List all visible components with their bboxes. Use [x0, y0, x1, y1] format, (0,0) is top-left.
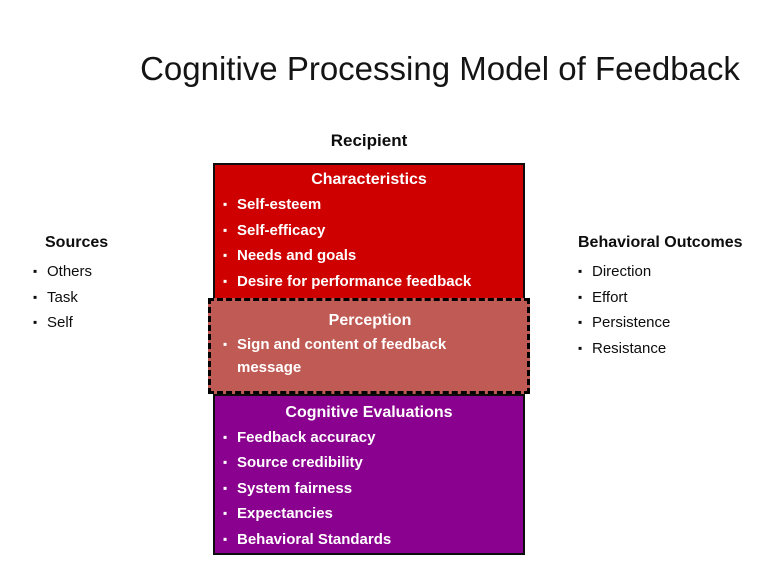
- bullet-square-icon: ▪: [223, 480, 228, 495]
- list-item: ▪ Persistence: [578, 310, 743, 336]
- list-item-label: System fairness: [237, 479, 353, 497]
- list-item: ▪ Feedback accuracy: [223, 425, 515, 450]
- bullet-square-icon: ▪: [223, 337, 228, 351]
- list-item: ▪ Task: [33, 285, 108, 311]
- list-item-label: Persistence: [592, 314, 671, 332]
- list-item: ▪ Desire for performance feedback: [223, 269, 515, 295]
- cognitive-evaluations-heading: Cognitive Evaluations: [285, 404, 453, 421]
- bullet-square-icon: ▪: [223, 273, 228, 288]
- bullet-square-icon: ▪: [33, 289, 38, 304]
- list-item-label: Resistance: [592, 340, 667, 358]
- list-item: ▪ Sign and content of feedback message: [223, 333, 499, 379]
- list-item-label: Others: [47, 263, 93, 280]
- bullet-square-icon: ▪: [223, 506, 228, 521]
- list-item-label: Task: [47, 288, 78, 306]
- list-item-label: Self-efficacy: [237, 221, 326, 239]
- bullet-square-icon: ▪: [578, 289, 583, 304]
- perception-list: ▪ Sign and content of feedback message: [223, 333, 517, 379]
- bullet-square-icon: ▪: [33, 315, 38, 330]
- perception-heading: Perception: [328, 312, 412, 329]
- bullet-square-icon: ▪: [223, 430, 228, 444]
- characteristics-heading: Characteristics: [311, 171, 427, 188]
- characteristics-list: ▪ Self-esteem ▪ Self-efficacy ▪ Needs and g…: [223, 192, 515, 294]
- list-item-label: Self-esteem: [237, 196, 322, 213]
- list-item: ▪ Direction: [578, 259, 743, 285]
- sources-list: ▪ Others ▪ Task ▪ Self: [33, 259, 108, 336]
- sources-panel: Sources ▪ Others ▪ Task ▪ Self: [33, 234, 108, 336]
- bullet-square-icon: ▪: [578, 315, 583, 330]
- slide-title: Cognitive Processing Model of Feedback: [140, 50, 740, 87]
- list-item: ▪ Source credibility: [223, 450, 515, 475]
- list-item-label: Source credibility: [237, 454, 363, 472]
- bullet-square-icon: ▪: [223, 455, 228, 470]
- list-item-label: Effort: [592, 288, 628, 306]
- bullet-square-icon: ▪: [223, 248, 228, 263]
- list-item-label: Behavioral Standards: [237, 530, 392, 548]
- list-item: ▪ Effort: [578, 285, 743, 311]
- list-item-label: Desire for performance feedback: [237, 272, 472, 290]
- list-item: ▪ Needs and goals: [223, 243, 515, 269]
- list-item-label: Sign and content of feedback message: [237, 336, 447, 376]
- list-item-label: Direction: [592, 263, 652, 280]
- list-item: ▪ Behavioral Standards: [223, 527, 515, 552]
- sources-heading: Sources: [45, 234, 109, 251]
- characteristics-box: Characteristics ▪ Self-esteem ▪ Self-effic…: [213, 163, 525, 300]
- behavioral-outcomes-list: ▪ Direction ▪ Effort ▪ Persistence ▪ Resista…: [578, 259, 743, 362]
- perception-box: Perception ▪ Sign and content of feedback…: [208, 298, 530, 394]
- bullet-square-icon: ▪: [223, 197, 228, 211]
- list-item-label: Needs and goals: [237, 247, 357, 265]
- bullet-square-icon: ▪: [223, 222, 228, 237]
- list-item-label: Self: [47, 314, 73, 332]
- list-item-label: Expectancies: [237, 505, 333, 523]
- list-item: ▪ Resistance: [578, 336, 743, 362]
- list-item: ▪ Self-esteem: [223, 192, 515, 218]
- list-item: ▪ Expectancies: [223, 501, 515, 526]
- list-item: ▪ Self: [33, 310, 108, 336]
- list-item: ▪ Others: [33, 259, 108, 285]
- cognitive-evaluations-box: Cognitive Evaluations ▪ Feedback accuracy…: [213, 394, 525, 555]
- bullet-square-icon: ▪: [578, 341, 583, 356]
- list-item: ▪ Self-efficacy: [223, 218, 515, 244]
- behavioral-outcomes-heading: Behavioral Outcomes: [578, 234, 743, 251]
- recipient-label: Recipient: [330, 131, 408, 150]
- cognitive-evaluations-list: ▪ Feedback accuracy ▪ Source credibility ▪…: [223, 425, 515, 552]
- bullet-square-icon: ▪: [578, 264, 583, 278]
- behavioral-outcomes-panel: Behavioral Outcomes ▪ Direction ▪ Effort ▪…: [578, 234, 743, 362]
- list-item-label: Feedback accuracy: [237, 429, 376, 446]
- list-item: ▪ System fairness: [223, 476, 515, 501]
- bullet-square-icon: ▪: [33, 264, 38, 278]
- bullet-square-icon: ▪: [223, 531, 228, 546]
